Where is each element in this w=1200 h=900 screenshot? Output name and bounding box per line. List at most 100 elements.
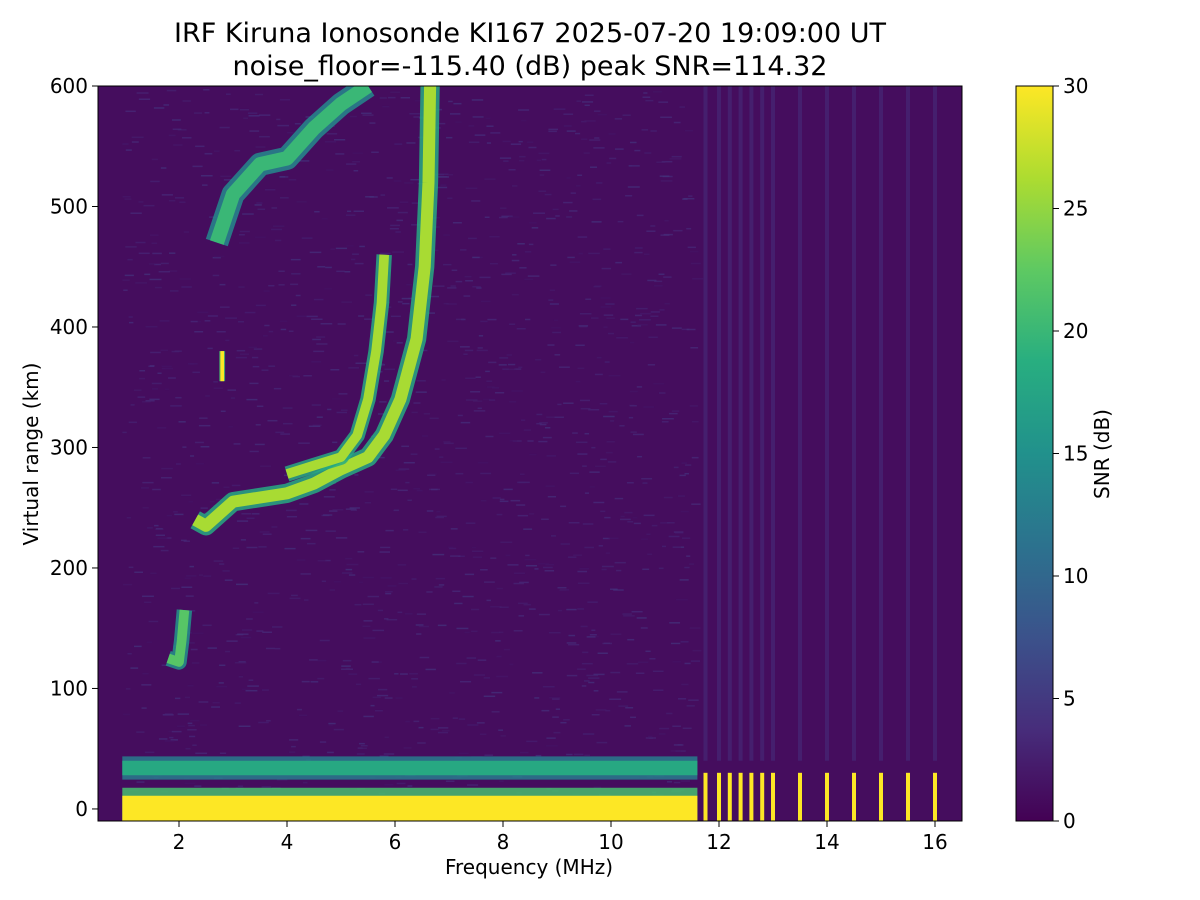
noise-speck xyxy=(584,120,596,122)
x-tick-label: 2 xyxy=(173,830,186,854)
noise-speck xyxy=(558,366,570,368)
noise-speck xyxy=(348,673,358,675)
noise-speck xyxy=(486,380,493,383)
noise-speck xyxy=(406,142,416,144)
noise-speck xyxy=(517,243,525,245)
noise-speck xyxy=(529,513,535,515)
noise-speck xyxy=(329,510,338,512)
noise-speck xyxy=(369,122,376,124)
noise-speck xyxy=(575,441,588,444)
noise-speck xyxy=(588,681,595,684)
noise-speck xyxy=(190,455,195,457)
noise-speck xyxy=(207,347,213,350)
noise-speck xyxy=(288,375,299,377)
noise-speck xyxy=(649,737,654,739)
interference-band xyxy=(717,86,721,761)
noise-speck xyxy=(127,652,132,655)
noise-speck xyxy=(630,321,636,323)
noise-speck xyxy=(142,507,149,509)
noise-speck xyxy=(458,555,465,557)
noise-speck xyxy=(518,615,525,617)
noise-speck xyxy=(474,134,486,136)
x-axis-label: Frequency (MHz) xyxy=(445,855,613,879)
noise-speck xyxy=(360,744,368,747)
noise-speck xyxy=(452,590,461,593)
noise-speck xyxy=(539,423,547,426)
noise-speck xyxy=(239,108,250,111)
noise-speck xyxy=(145,400,155,402)
noise-speck xyxy=(445,780,455,782)
noise-speck xyxy=(376,694,389,697)
noise-speck xyxy=(251,513,260,515)
noise-speck xyxy=(267,419,278,422)
noise-speck xyxy=(183,540,190,542)
noise-speck xyxy=(344,270,351,273)
noise-speck xyxy=(488,361,497,364)
noise-speck xyxy=(661,160,673,163)
noise-speck xyxy=(320,323,333,325)
noise-speck xyxy=(472,550,484,553)
noise-speck xyxy=(168,199,176,202)
noise-speck xyxy=(194,330,204,333)
noise-speck xyxy=(241,629,253,631)
noise-speck xyxy=(128,566,134,569)
noise-speck xyxy=(394,673,399,675)
noise-speck xyxy=(280,197,289,199)
noise-speck xyxy=(347,210,352,213)
x-tick-label: 4 xyxy=(281,830,294,854)
noise-speck xyxy=(259,135,270,138)
noise-speck xyxy=(501,273,512,276)
noise-speck xyxy=(171,119,181,121)
noise-speck xyxy=(161,467,173,470)
noise-speck xyxy=(195,463,205,465)
noise-speck xyxy=(448,173,454,176)
noise-speck xyxy=(553,108,566,110)
noise-speck xyxy=(181,494,192,497)
noise-speck xyxy=(667,521,675,524)
noise-speck xyxy=(192,744,197,746)
noise-speck xyxy=(220,410,226,413)
noise-speck xyxy=(123,713,131,716)
noise-speck xyxy=(123,289,128,291)
interference-ground-echo xyxy=(879,772,883,821)
noise-speck xyxy=(535,359,542,361)
noise-speck xyxy=(160,349,169,352)
noise-speck xyxy=(300,537,311,540)
noise-speck xyxy=(675,750,686,752)
noise-speck xyxy=(434,448,440,450)
noise-speck xyxy=(584,94,594,96)
noise-speck xyxy=(189,735,196,738)
noise-speck xyxy=(686,555,691,557)
noise-speck xyxy=(549,289,556,292)
interference-band xyxy=(760,86,765,761)
x-tick-label: 8 xyxy=(497,830,510,854)
noise-speck xyxy=(640,312,652,315)
noise-speck xyxy=(547,344,555,346)
noise-speck xyxy=(169,290,179,292)
noise-speck xyxy=(502,368,509,370)
noise-speck xyxy=(321,580,326,583)
noise-speck xyxy=(471,99,484,101)
noise-speck xyxy=(142,400,151,403)
noise-speck xyxy=(151,158,158,161)
noise-speck xyxy=(455,318,465,321)
noise-speck xyxy=(597,652,608,655)
noise-speck xyxy=(588,677,600,679)
noise-speck xyxy=(601,568,607,571)
noise-speck xyxy=(369,196,378,198)
noise-speck xyxy=(690,262,701,265)
noise-speck xyxy=(490,132,501,134)
noise-speck xyxy=(181,539,187,542)
noise-speck xyxy=(220,175,232,178)
noise-speck xyxy=(317,266,326,268)
noise-speck xyxy=(235,583,248,586)
noise-speck xyxy=(486,125,494,127)
noise-speck xyxy=(516,504,526,506)
noise-speck xyxy=(136,92,149,94)
noise-speck xyxy=(353,170,359,172)
noise-speck xyxy=(456,662,467,665)
noise-speck xyxy=(460,680,472,683)
noise-speck xyxy=(477,407,482,410)
noise-speck xyxy=(513,630,523,632)
noise-speck xyxy=(359,245,365,248)
